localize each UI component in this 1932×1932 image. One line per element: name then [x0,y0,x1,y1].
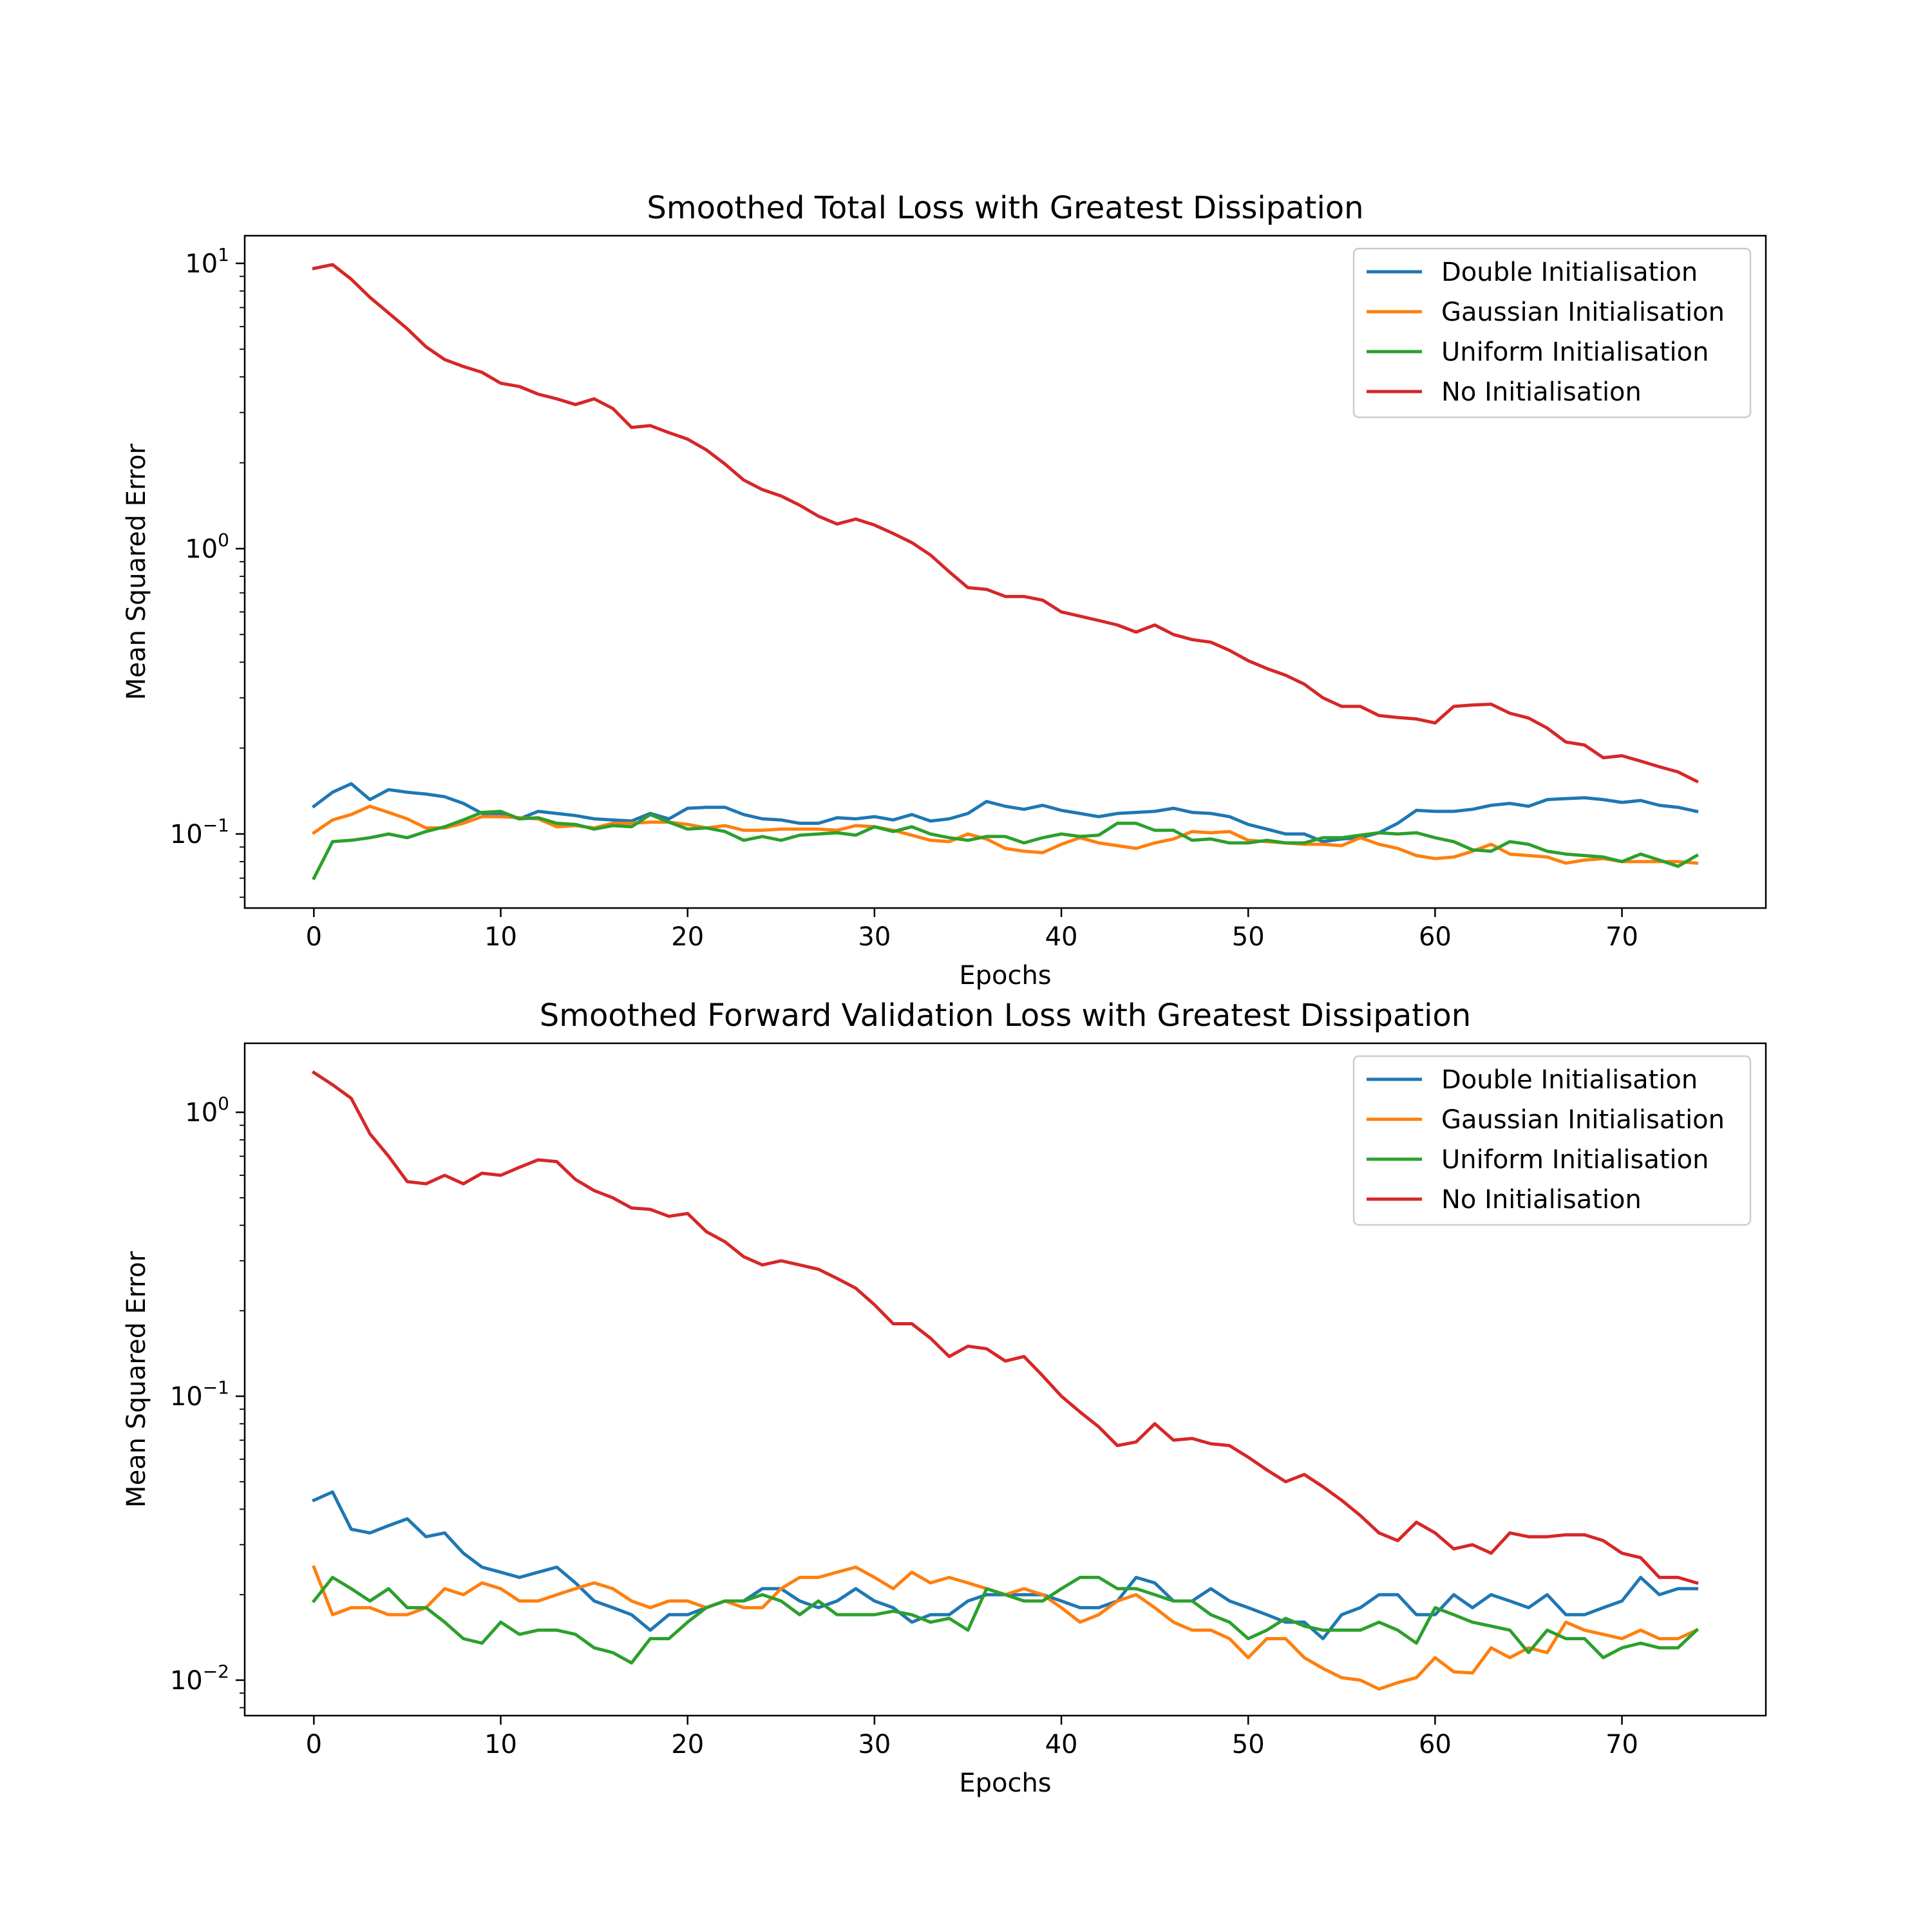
y-tick-label: 10−2 [170,1661,229,1696]
series-line-1 [311,782,1699,844]
plot-frame [243,1042,1767,1717]
x-tick-label: 40 [1045,922,1078,952]
x-tick-label: 10 [484,922,517,952]
y-axis-label: Mean Squared Error [122,443,151,700]
y-tick-label: 100 [185,529,229,564]
legend-label-4: No Initialisation [1441,1185,1642,1215]
chart-title: Smoothed Total Loss with Greatest Dissip… [647,190,1363,226]
series-line-1 [312,1490,1699,1640]
series-line-3 [311,1575,1700,1665]
x-tick-label: 0 [306,1730,322,1759]
chart-2: 0 10 20 30 40 50 60 70 10−2 10−1 100 Smoothed Forwa… [122,998,1767,1798]
plot-frame [243,234,1767,909]
legend-label-2: Gaussian Initialisation [1441,298,1725,327]
x-tick-label: 70 [1605,1730,1638,1759]
y-tick-label: 10−1 [170,1377,229,1412]
x-tick-label: 50 [1232,922,1265,952]
x-axis-label: Epochs [959,961,1051,990]
legend-box [1352,1055,1752,1226]
chart-title: Smoothed Forward Validation Loss with Gr… [540,998,1471,1034]
legend-box [1352,247,1752,419]
legend-label-2: Gaussian Initialisation [1441,1105,1725,1135]
x-tick-label: 50 [1232,1730,1265,1759]
x-tick-label: 40 [1045,1730,1078,1759]
series-line-4 [312,263,1699,784]
y-tick-label: 101 [185,244,229,279]
legend-label-1: Double Initialisation [1441,258,1698,287]
x-tick-label: 20 [671,922,704,952]
series-line-2 [311,804,1699,865]
series-line-2 [312,1565,1699,1691]
x-tick-label: 10 [484,1730,517,1759]
x-tick-label: 70 [1605,922,1638,952]
x-tick-label: 0 [306,922,322,952]
chart-1: 0 10 20 30 40 50 60 70 10−1 100 101 Smoothed Total … [122,190,1767,990]
series-line-4 [311,1070,1699,1586]
legend-label-4: No Initialisation [1441,377,1642,407]
y-tick-label: 10−1 [170,815,229,849]
x-tick-label: 30 [858,1730,891,1759]
series-line-3 [312,810,1700,880]
x-tick-label: 20 [671,1730,704,1759]
legend-label-3: Uniform Initialisation [1441,337,1709,367]
legend: Double Initialisation Gaussian Initialisa… [1352,1055,1752,1226]
y-axis-label: Mean Squared Error [122,1251,151,1508]
x-tick-label: 30 [858,922,891,952]
x-axis-label: Epochs [959,1768,1051,1798]
legend: Double Initialisation Gaussian Initialisa… [1352,247,1752,419]
x-tick-label: 60 [1419,922,1452,952]
legend-label-3: Uniform Initialisation [1441,1145,1709,1175]
y-tick-label: 100 [185,1093,229,1128]
legend-label-1: Double Initialisation [1441,1065,1698,1095]
x-tick-label: 60 [1419,1730,1452,1759]
